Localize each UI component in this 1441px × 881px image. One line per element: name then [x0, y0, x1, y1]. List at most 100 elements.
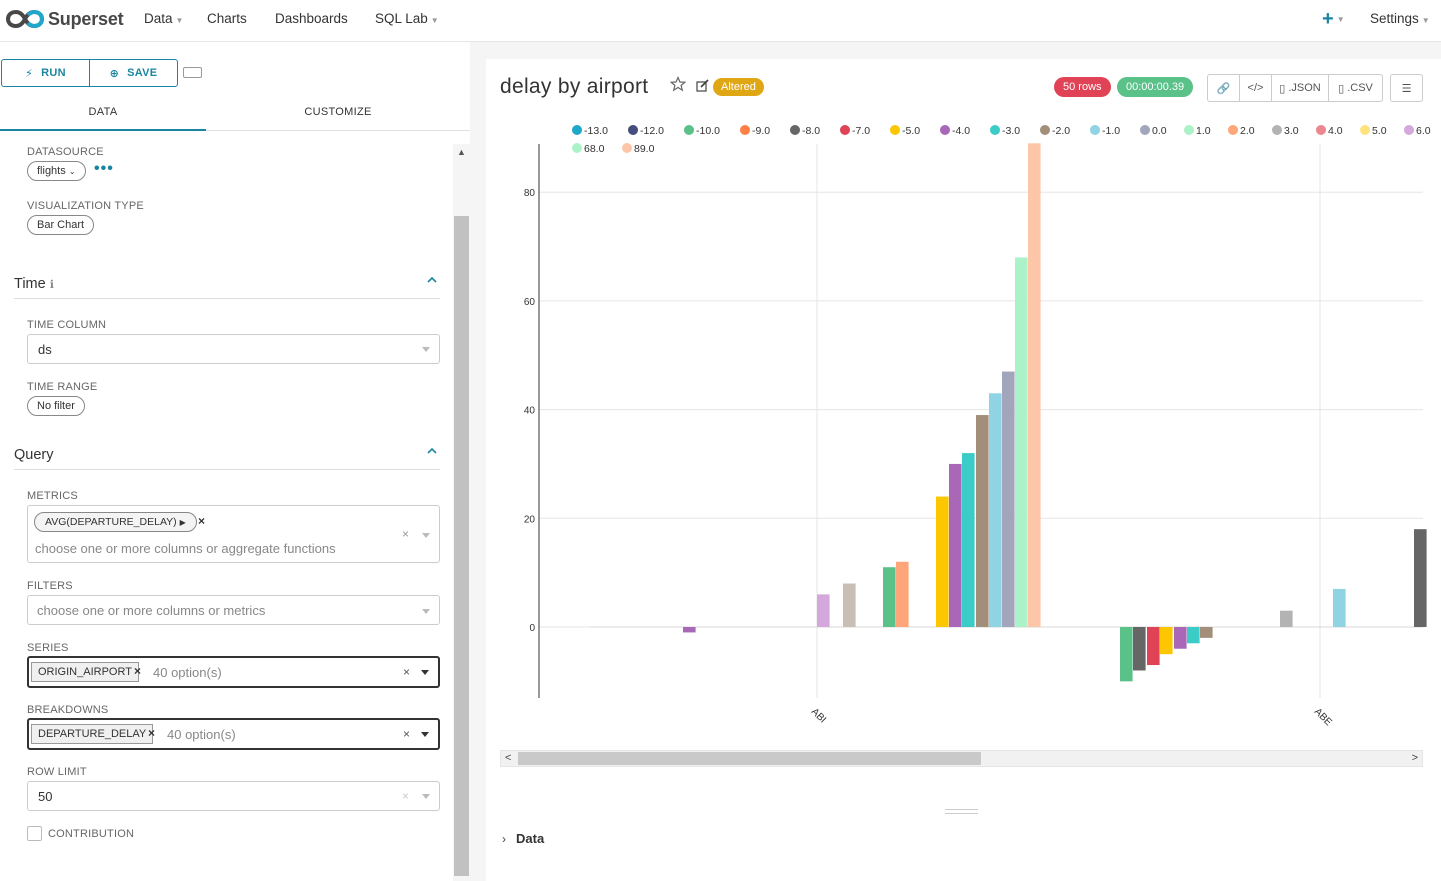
scroll-right-icon[interactable]: >: [1411, 752, 1418, 764]
time-column-label: TIME COLUMN: [27, 319, 107, 331]
edit-icon[interactable]: [696, 79, 709, 92]
bar: [883, 567, 896, 627]
query-section-title[interactable]: Query: [14, 447, 54, 463]
bar: [896, 561, 909, 627]
viz-type-pill[interactable]: Bar Chart: [27, 215, 95, 235]
legend-label: -3.0: [1002, 125, 1020, 137]
nav-sqllab-label: SQL Lab: [375, 11, 428, 26]
time-column-select[interactable]: ds: [27, 334, 440, 364]
legend-swatch: [684, 125, 694, 135]
export-csv-button[interactable]: ▯ .CSV: [1328, 74, 1383, 102]
legend-label: -1.0: [1102, 125, 1120, 137]
plus-icon: +: [1322, 8, 1334, 30]
legend-swatch: [890, 125, 900, 135]
nav-dashboards-label: Dashboards: [275, 11, 348, 26]
keyboard-shortcuts-icon[interactable]: [183, 67, 202, 78]
scrollbar-thumb[interactable]: [454, 216, 469, 876]
run-button[interactable]: ⚡ RUN: [2, 60, 89, 86]
link-icon: 🔗: [1216, 82, 1231, 95]
scroll-left-icon[interactable]: <: [505, 752, 512, 764]
bar: [1280, 610, 1293, 627]
legend-swatch: [1360, 125, 1370, 135]
legend-label: 2.0: [1240, 125, 1255, 137]
caret-down-icon: ▼: [1336, 15, 1345, 25]
bar: [1002, 371, 1015, 627]
control-panel-scrollbar[interactable]: ▲: [453, 144, 470, 881]
y-tick-label: 40: [524, 406, 536, 417]
dropdown-arrow-icon: [421, 732, 429, 737]
scroll-up-icon[interactable]: ▲: [457, 147, 466, 157]
more-options-button[interactable]: ☰: [1390, 74, 1423, 102]
legend-label: -13.0: [584, 125, 608, 137]
contribution-checkbox[interactable]: [27, 826, 42, 841]
scrollbar-thumb[interactable]: [518, 752, 981, 765]
clear-icon[interactable]: ×: [403, 665, 411, 679]
altered-badge[interactable]: Altered: [713, 78, 764, 96]
new-item-menu[interactable]: + ▼: [1322, 8, 1345, 31]
bar: [1174, 627, 1187, 649]
legend-swatch: [1404, 125, 1414, 135]
legend-label: -4.0: [952, 125, 970, 137]
nav-data-menu[interactable]: Data ▼: [144, 11, 183, 26]
legend-label: -2.0: [1052, 125, 1070, 137]
datasource-pill[interactable]: flights ⌄: [27, 161, 86, 181]
filters-placeholder: choose one or more columns or metrics: [37, 603, 266, 618]
breakdowns-select[interactable]: DEPARTURE_DELAY × 40 option(s) ×: [27, 718, 440, 750]
file-icon: ▯: [1279, 82, 1286, 95]
series-select[interactable]: ORIGIN_AIRPORT × 40 option(s) ×: [27, 656, 440, 688]
bar: [1187, 627, 1200, 644]
row-count-badge: 50 rows: [1054, 77, 1111, 97]
tab-data[interactable]: DATA: [0, 99, 206, 131]
caret-down-icon: ▼: [175, 16, 184, 25]
nav-dashboards[interactable]: Dashboards: [275, 11, 348, 26]
copy-link-button[interactable]: 🔗: [1207, 74, 1240, 102]
favorite-star-icon[interactable]: [670, 76, 686, 92]
datasource-label: DATASOURCE: [27, 146, 104, 158]
chart-title[interactable]: delay by airport: [500, 75, 649, 98]
superset-logo[interactable]: Superset: [6, 8, 124, 30]
legend-swatch: [940, 125, 950, 135]
legend-label: 89.0: [634, 143, 655, 155]
nav-charts-label: Charts: [207, 11, 247, 26]
metric-pill[interactable]: AVG(DEPARTURE_DELAY) ▶: [34, 512, 197, 532]
time-range-pill[interactable]: No filter: [27, 396, 85, 416]
remove-series-icon[interactable]: ×: [134, 664, 142, 678]
time-section-title[interactable]: Time ℹ: [14, 276, 54, 292]
breakdowns-options-count: 40 option(s): [167, 727, 236, 742]
resize-handle[interactable]: [945, 809, 978, 814]
legend-swatch: [572, 143, 582, 153]
series-label: SERIES: [27, 642, 69, 654]
nav-settings-menu[interactable]: Settings ▼: [1370, 11, 1430, 26]
filters-select[interactable]: choose one or more columns or metrics: [27, 595, 440, 625]
tab-customize[interactable]: CUSTOMIZE: [235, 99, 441, 131]
metrics-select[interactable]: AVG(DEPARTURE_DELAY) ▶ × choose one or m…: [27, 505, 440, 563]
datasource-menu-icon[interactable]: •••: [94, 160, 114, 177]
data-section-toggle[interactable]: › Data: [502, 831, 544, 846]
legend-label: -7.0: [852, 125, 870, 137]
clear-icon[interactable]: ×: [403, 727, 411, 741]
top-navbar: Superset Data ▼ Charts Dashboards SQL Lab…: [0, 0, 1441, 42]
run-label: RUN: [41, 67, 66, 79]
viz-type-label: VISUALIZATION TYPE: [27, 200, 144, 212]
save-button[interactable]: ⊕ SAVE: [89, 60, 177, 86]
info-icon: ℹ: [49, 279, 54, 291]
chevron-up-icon[interactable]: [426, 274, 438, 286]
time-range-label: TIME RANGE: [27, 381, 98, 393]
remove-breakdown-icon[interactable]: ×: [148, 726, 156, 740]
row-limit-select[interactable]: 50 ×: [27, 781, 440, 811]
clear-icon[interactable]: ×: [402, 789, 410, 803]
nav-sqllab-menu[interactable]: SQL Lab ▼: [375, 11, 439, 26]
bar: [1147, 627, 1160, 666]
clear-icon[interactable]: ×: [402, 527, 410, 541]
file-icon: ▯: [1338, 82, 1345, 95]
legend-label: -8.0: [802, 125, 820, 137]
legend-label: 68.0: [584, 143, 605, 155]
legend-swatch: [1140, 125, 1150, 135]
nav-charts[interactable]: Charts: [207, 11, 247, 26]
legend-swatch: [1184, 125, 1194, 135]
row-limit-label: ROW LIMIT: [27, 766, 87, 778]
remove-metric-icon[interactable]: ×: [198, 514, 206, 528]
chart-horizontal-scrollbar[interactable]: < >: [500, 750, 1423, 767]
contribution-label: CONTRIBUTION: [48, 828, 135, 840]
chevron-up-icon[interactable]: [426, 445, 438, 457]
